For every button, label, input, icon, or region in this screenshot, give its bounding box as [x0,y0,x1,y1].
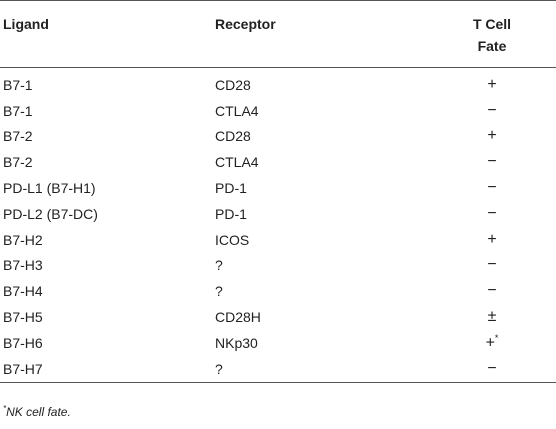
table-row: B7-H5 CD28H ± [0,304,556,330]
fate-symbol: − [487,282,497,300]
fate-symbol: + [487,75,497,93]
cell-receptor: CD28H [215,309,261,326]
cell-ligand: B7-2 [3,128,33,145]
cell-t-cell-fate: ± [425,304,556,330]
header-fate-line2: Fate [477,38,507,54]
cell-t-cell-fate: − [425,201,556,227]
table-row: B7-H4? − [0,278,556,304]
table-row: B7-2 CTLA4 − [0,149,556,175]
cell-receptor: ICOS [215,231,250,248]
fate-symbol: + [487,127,497,145]
table-body: B7-1 CD28 + B7-1 CTLA4− B7-2 CD28 + B7-2 CTLA4− PD… [0,68,556,383]
header-t-cell-fate: T Cell Fate [425,1,556,68]
header-ligand: Ligand [3,16,49,32]
footnote: *NK cell fate. [3,404,71,419]
cell-receptor: CD28 [215,76,251,93]
fate-symbol: − [487,256,497,274]
cell-ligand: PD-L2 (B7-DC) [3,205,98,222]
table-row: B7-H6 NKp30 +* [0,330,556,356]
ligand-receptor-table: Ligand Receptor T Cell Fate B7-1 CD28 + B7-… [0,0,556,383]
cell-ligand: B7-1 [3,76,33,93]
cell-receptor: ? [215,360,223,377]
cell-ligand: B7-H4 [3,283,43,300]
fate-footnote-marker: * [494,333,499,344]
cell-t-cell-fate: − [425,175,556,201]
cell-ligand: B7-2 [3,154,33,171]
cell-receptor: CTLA4 [215,154,259,171]
cell-receptor: PD-1 [215,180,247,197]
cell-t-cell-fate: − [425,98,556,124]
table-row: B7-H3? − [0,253,556,279]
fate-symbol: ± [487,308,497,326]
cell-ligand: B7-H5 [3,309,43,326]
fate-symbol: − [487,101,497,119]
cell-t-cell-fate: − [425,149,556,175]
fate-symbol: − [487,359,497,377]
table-row: B7-H2 ICOS + [0,227,556,253]
cell-t-cell-fate: − [425,253,556,279]
cell-receptor: PD-1 [215,205,247,222]
ligand-receptor-table-container: Ligand Receptor T Cell Fate B7-1 CD28 + B7-… [0,0,556,383]
table-row: B7-2 CD28 + [0,124,556,150]
cell-t-cell-fate: + [425,227,556,253]
table-row: B7-1 CD28 + [0,68,556,98]
fate-symbol: − [487,153,497,171]
fate-symbol: + [487,230,497,248]
header-receptor: Receptor [215,16,276,32]
table-header: Ligand Receptor T Cell Fate [0,0,556,68]
table-row: B7-1 CTLA4 − [0,98,556,124]
fate-symbol: + [485,334,495,352]
cell-ligand: B7-H2 [3,231,43,248]
table-row: B7-H7? − [0,356,556,383]
header-row: Ligand Receptor T Cell Fate [0,0,556,68]
cell-ligand: B7-H7 [3,360,43,377]
cell-t-cell-fate: +* [425,330,556,356]
cell-t-cell-fate: − [425,278,556,304]
cell-ligand: B7-H6 [3,334,43,351]
cell-receptor: NKp30 [215,334,258,351]
cell-receptor: ? [215,257,223,274]
cell-t-cell-fate: + [425,124,556,150]
cell-t-cell-fate: + [425,68,556,98]
cell-receptor: CD28 [215,128,251,145]
table-row: PD-L2 (B7-DC) PD-1 − [0,201,556,227]
cell-receptor: ? [215,283,223,300]
fate-symbol: − [487,179,497,197]
cell-t-cell-fate: − [425,356,556,382]
footnote-text: NK cell fate. [6,405,71,419]
fate-symbol: − [487,204,497,222]
footnote-marker: * [3,404,7,413]
cell-ligand: PD-L1 (B7-H1) [3,180,96,197]
cell-receptor: CTLA4 [215,102,259,119]
header-fate-line1: T Cell [472,16,512,32]
cell-ligand: B7-1 [3,102,33,119]
table-row: PD-L1 (B7-H1) PD-1 − [0,175,556,201]
cell-ligand: B7-H3 [3,257,43,274]
